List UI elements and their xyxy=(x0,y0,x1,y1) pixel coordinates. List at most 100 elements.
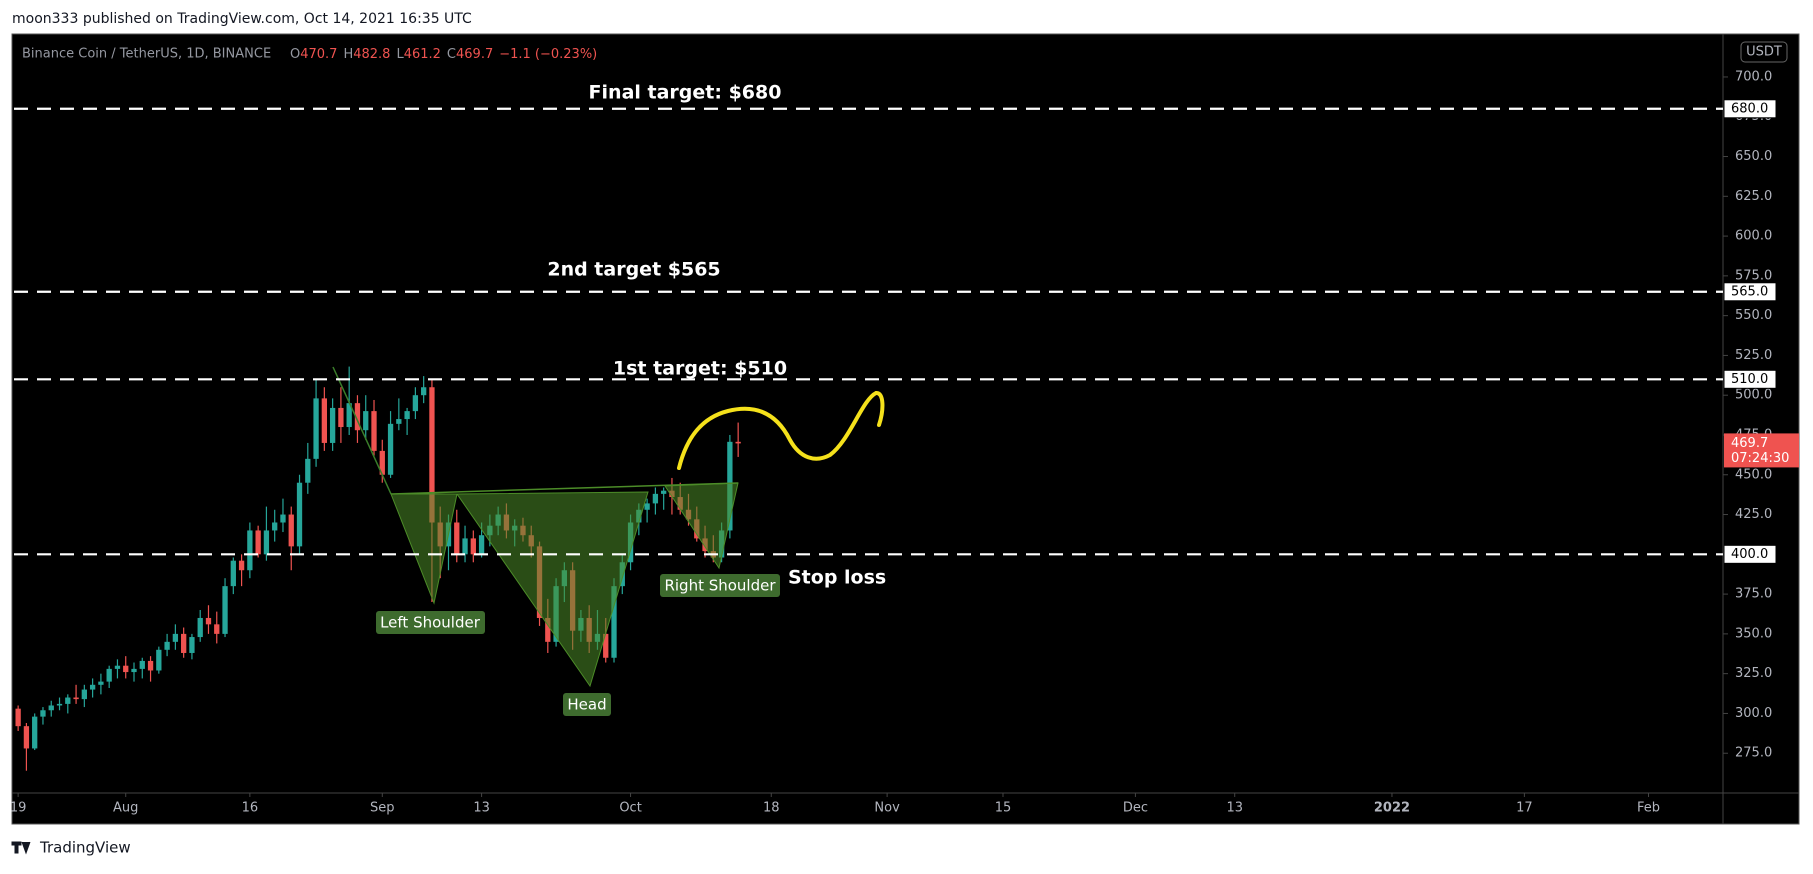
candle-body xyxy=(404,411,410,420)
x-tick-label: Aug xyxy=(113,801,138,816)
candle-body xyxy=(363,411,369,431)
candle-body xyxy=(321,398,327,443)
annotation: 2nd target $565 xyxy=(547,259,720,281)
y-tick-label: 500.0 xyxy=(1735,388,1772,403)
y-tick-label: 325.0 xyxy=(1735,666,1772,681)
candle xyxy=(189,633,195,660)
candle xyxy=(131,662,137,682)
candle xyxy=(644,498,650,523)
candle-body xyxy=(197,617,203,638)
candle-body xyxy=(56,703,63,706)
candle xyxy=(89,678,96,698)
candle xyxy=(329,398,336,451)
candle-body xyxy=(89,684,96,690)
candle xyxy=(197,610,203,642)
candle-body xyxy=(429,387,435,523)
annotation: Stop loss xyxy=(788,567,886,589)
x-tick-label: 2022 xyxy=(1374,801,1410,816)
candle-body xyxy=(454,522,460,555)
y-tick-label: 275.0 xyxy=(1735,746,1772,761)
candle xyxy=(114,659,121,679)
candle xyxy=(65,694,71,714)
candle-body xyxy=(329,407,336,443)
candle xyxy=(263,506,270,561)
candle-body xyxy=(478,535,485,555)
candle-body xyxy=(238,560,245,571)
y-tick-label: 650.0 xyxy=(1735,149,1772,164)
ohlc-key: C xyxy=(447,47,456,62)
candle-body xyxy=(247,530,253,571)
candle-body xyxy=(305,458,311,483)
projection-curve xyxy=(677,391,885,470)
candle-body xyxy=(205,617,212,625)
candle-body xyxy=(172,633,179,642)
y-tick-label: 425.0 xyxy=(1735,507,1772,522)
candle xyxy=(272,509,278,542)
y-tick-label: 525.0 xyxy=(1735,348,1772,363)
candle-body xyxy=(396,419,402,424)
candle xyxy=(56,697,63,711)
candle xyxy=(139,657,145,679)
candle-body xyxy=(296,482,303,547)
candle xyxy=(73,684,79,704)
candle-body xyxy=(387,423,394,475)
candle xyxy=(371,399,377,456)
x-tick-label: Nov xyxy=(874,801,900,816)
chart-panel xyxy=(11,33,1800,825)
annotation: Final target: $680 xyxy=(589,82,782,104)
label-box xyxy=(376,611,485,634)
candle xyxy=(338,387,344,443)
neckline xyxy=(390,482,739,495)
level-label: 510.0 xyxy=(1731,372,1768,387)
candle-body xyxy=(164,641,170,650)
candle xyxy=(98,673,104,695)
plot xyxy=(15,366,741,771)
candle-body xyxy=(735,441,741,444)
ohlc-value: 469.7 xyxy=(456,47,493,62)
y-tick-label: 450.0 xyxy=(1735,467,1772,482)
x-tick-label: 13 xyxy=(473,801,490,816)
ohlc-key: O xyxy=(290,47,300,62)
candle-body xyxy=(23,726,30,749)
candle xyxy=(387,411,394,478)
candle xyxy=(238,554,245,587)
level-label: 400.0 xyxy=(1731,547,1768,562)
y-tick-label: 600.0 xyxy=(1735,229,1772,244)
candle-body xyxy=(661,490,667,494)
x-tick-label: Sep xyxy=(370,801,395,816)
candle xyxy=(661,487,667,510)
symbol: Binance Coin / TetherUS, 1D, BINANCE xyxy=(22,47,271,62)
pattern-label: Left Shoulder xyxy=(380,614,481,632)
label-box xyxy=(563,693,611,716)
candle xyxy=(123,656,129,679)
ohlc-key: H xyxy=(343,47,353,62)
candle xyxy=(652,487,659,515)
candle xyxy=(214,611,220,644)
x-tick-label: 18 xyxy=(763,801,780,816)
candle-body xyxy=(222,586,228,634)
candle-body xyxy=(313,398,319,459)
level-tag xyxy=(1723,99,1777,119)
candle-body xyxy=(644,503,650,510)
level-tag xyxy=(1723,369,1777,389)
candle-body xyxy=(189,637,195,653)
level-label: 565.0 xyxy=(1731,284,1768,299)
candle-body xyxy=(181,633,187,653)
candle xyxy=(363,395,369,440)
candle xyxy=(40,707,46,725)
logo xyxy=(11,841,31,855)
candle xyxy=(106,665,112,688)
candle xyxy=(15,705,21,731)
currency: USDT xyxy=(1746,45,1782,60)
left-shoulder-shape xyxy=(390,493,458,605)
ohlc-value: 482.8 xyxy=(353,47,390,62)
candle xyxy=(48,700,54,717)
candle xyxy=(280,498,286,533)
candle-body xyxy=(73,697,79,700)
candle-body xyxy=(131,668,137,673)
candle-body xyxy=(288,514,294,547)
candle xyxy=(181,627,187,658)
candle-body xyxy=(156,649,162,671)
